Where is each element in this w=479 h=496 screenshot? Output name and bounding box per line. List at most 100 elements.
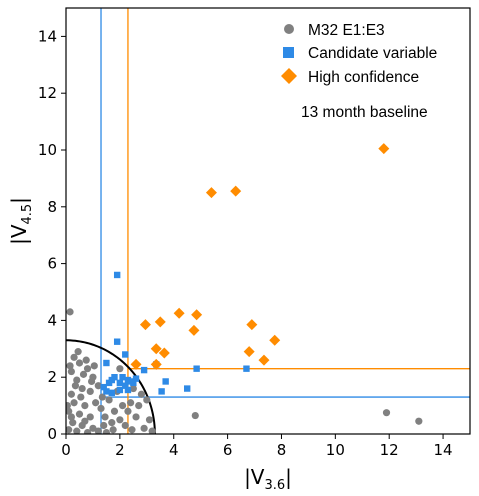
data-point-candidate <box>132 375 140 382</box>
data-point-m32 <box>105 396 113 404</box>
x-tick-label: 4 <box>169 441 179 459</box>
series-m32-points <box>66 308 423 434</box>
baseline-annotation: 13 month baseline <box>301 104 428 121</box>
data-point-m32 <box>73 376 81 384</box>
data-point-high-confidence <box>205 187 217 199</box>
legend-marker-m32 <box>284 24 294 34</box>
data-point-m32 <box>67 367 75 376</box>
data-point-m32 <box>121 421 129 430</box>
data-point-candidate <box>124 386 132 394</box>
data-point-m32 <box>148 427 156 434</box>
data-point-m32 <box>143 396 151 404</box>
data-point-high-confidence <box>130 358 142 370</box>
data-point-m32 <box>382 409 391 417</box>
x-axis-label: |V3.6| <box>244 465 292 493</box>
data-point-high-confidence <box>246 319 258 331</box>
legend-label-m32: M32 E1:E3 <box>308 22 385 39</box>
y-axis-label: |V4.5| <box>7 197 35 245</box>
data-point-m32 <box>79 370 88 378</box>
y-tick-label: 12 <box>38 84 57 102</box>
data-point-m32 <box>415 417 423 425</box>
data-point-m32 <box>67 390 75 398</box>
data-point-m32 <box>82 356 90 364</box>
data-point-m32 <box>135 402 143 410</box>
data-point-m32 <box>129 384 137 393</box>
series-candidate-points <box>100 271 250 397</box>
data-point-candidate <box>193 365 200 372</box>
data-point-m32 <box>94 382 102 390</box>
data-point-high-confidence <box>191 309 203 321</box>
data-point-high-confidence <box>150 343 162 355</box>
data-point-m32 <box>89 424 97 432</box>
data-point-m32 <box>137 390 146 398</box>
data-point-candidate <box>158 388 165 395</box>
data-point-m32 <box>87 377 96 386</box>
y-tick-label: 6 <box>47 255 57 273</box>
data-point-m32 <box>118 402 127 410</box>
data-point-m32 <box>81 417 89 425</box>
data-point-m32 <box>74 348 82 356</box>
data-point-high-confidence <box>150 358 162 370</box>
data-point-high-confidence <box>269 334 281 346</box>
data-point-candidate <box>122 351 129 358</box>
data-point-m32 <box>78 384 86 393</box>
data-point-m32 <box>86 413 94 421</box>
x-tick-label: 6 <box>223 441 233 459</box>
data-point-m32 <box>67 413 75 421</box>
x-axis-ticks: 0 2 4 6 8 10 12 14 <box>61 434 453 459</box>
data-point-candidate <box>103 359 110 367</box>
data-point-m32 <box>97 404 105 413</box>
data-point-m32 <box>66 402 71 410</box>
data-point-candidate <box>113 338 121 345</box>
data-point-m32 <box>116 365 124 373</box>
data-point-candidate <box>116 379 124 387</box>
data-point-high-confidence <box>188 324 200 336</box>
data-point-high-confidence <box>230 185 242 197</box>
data-point-m32 <box>83 365 92 373</box>
data-point-high-confidence <box>158 347 170 359</box>
data-point-m32 <box>77 393 85 401</box>
data-point-candidate <box>119 374 126 381</box>
data-point-m32 <box>98 393 106 401</box>
data-point-m32 <box>128 426 136 434</box>
y-tick-label: 14 <box>38 27 57 45</box>
data-point-m32 <box>127 399 135 407</box>
legend-label-high-confidence: High confidence <box>308 69 419 86</box>
data-point-high-confidence <box>173 307 185 319</box>
data-point-candidate <box>111 374 118 381</box>
data-point-m32 <box>66 407 73 415</box>
y-axis-ticks: 0 2 4 6 8 10 12 14 <box>38 27 66 443</box>
data-point-m32 <box>81 402 89 410</box>
data-point-m32 <box>145 416 154 424</box>
legend-marker-high-confidence <box>281 68 297 84</box>
data-point-m32 <box>66 362 74 370</box>
data-point-m32 <box>70 353 78 361</box>
data-point-high-confidence <box>154 316 166 328</box>
y-tick-label: 0 <box>47 425 57 443</box>
x-tick-label: 14 <box>434 441 453 459</box>
x-tick-label: 0 <box>61 441 71 459</box>
data-point-m32 <box>69 419 77 427</box>
plot-frame <box>65 7 471 435</box>
x-tick-label: 10 <box>326 441 345 459</box>
data-point-high-confidence <box>243 346 255 358</box>
data-point-candidate <box>103 388 110 395</box>
data-point-high-confidence <box>258 354 270 366</box>
data-point-m32 <box>94 427 102 434</box>
data-point-high-confidence <box>139 319 151 331</box>
data-point-m32 <box>102 428 110 434</box>
data-point-m32 <box>124 407 132 415</box>
data-point-m32 <box>86 387 94 395</box>
data-point-m32 <box>132 413 140 421</box>
data-point-m32 <box>116 416 124 424</box>
data-point-candidate <box>184 385 191 392</box>
data-point-m32 <box>83 428 92 434</box>
legend-marker-candidate <box>283 47 294 58</box>
data-point-m32 <box>75 410 84 418</box>
data-point-candidate <box>108 389 115 397</box>
data-point-m32 <box>66 426 73 434</box>
data-point-high-confidence <box>378 143 390 155</box>
data-point-m32 <box>90 362 98 370</box>
data-point-candidate <box>130 379 137 387</box>
